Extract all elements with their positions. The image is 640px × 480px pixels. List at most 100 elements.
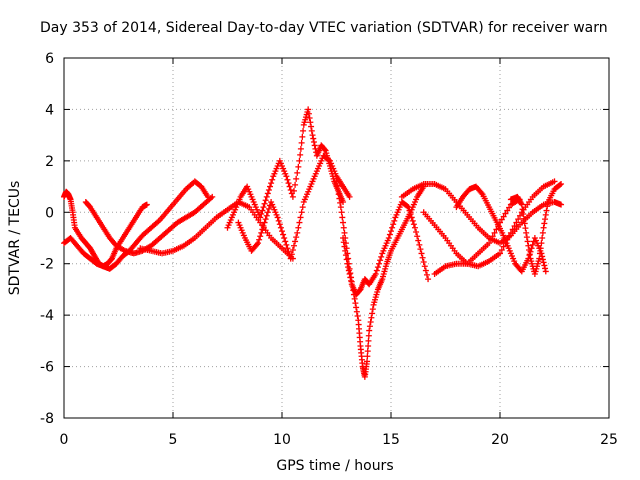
- data-points: [61, 106, 565, 380]
- data-point: [478, 190, 485, 196]
- data-point: [268, 180, 275, 187]
- data-point: [486, 240, 493, 247]
- series-sat-b: [61, 178, 211, 272]
- data-point: [334, 182, 341, 189]
- data-point: [556, 181, 563, 188]
- chart-title: Day 353 of 2014, Sidereal Day-to-day VTE…: [40, 20, 608, 36]
- data-point: [346, 193, 353, 200]
- data-point: [404, 203, 411, 210]
- data-point: [283, 241, 290, 248]
- data-point: [282, 238, 289, 245]
- data-point: [340, 199, 347, 205]
- data-point: [353, 304, 360, 311]
- data-point: [526, 252, 533, 259]
- data-point: [377, 257, 384, 264]
- data-point: [527, 248, 534, 255]
- data-point: [524, 238, 531, 245]
- data-point: [421, 263, 428, 270]
- data-point: [341, 243, 348, 250]
- data-point: [422, 267, 429, 274]
- data-point: [297, 151, 304, 158]
- data-point: [143, 201, 150, 208]
- data-point: [507, 229, 514, 236]
- data-point: [542, 265, 549, 272]
- data-point: [354, 313, 361, 319]
- data-point: [374, 264, 381, 271]
- data-point: [511, 223, 518, 229]
- data-point: [407, 211, 414, 217]
- data-point: [321, 146, 328, 153]
- series-sat-e: [224, 106, 347, 231]
- data-point: [372, 271, 379, 277]
- y-tick-label: -8: [40, 411, 54, 427]
- series-sat-k: [431, 196, 523, 277]
- x-tick-label: 5: [169, 432, 178, 448]
- data-point: [335, 191, 342, 198]
- data-point: [300, 127, 307, 134]
- data-point: [388, 228, 394, 235]
- data-point: [493, 226, 500, 233]
- data-point: [292, 181, 299, 188]
- data-point: [285, 180, 292, 187]
- data-point: [293, 234, 300, 241]
- series-sat-f: [235, 152, 353, 262]
- data-point: [306, 115, 313, 121]
- series-sat-m: [453, 183, 549, 275]
- data-point: [284, 245, 291, 252]
- data-point: [257, 214, 264, 221]
- data-point: [539, 253, 546, 260]
- data-point: [281, 235, 288, 241]
- data-point: [489, 233, 496, 240]
- data-point: [351, 295, 358, 302]
- data-point: [325, 157, 332, 163]
- series-sat-g: [333, 178, 427, 380]
- series-sat-d: [137, 199, 296, 262]
- data-point: [417, 246, 424, 253]
- x-tick-label: 20: [491, 432, 509, 448]
- data-point: [276, 221, 283, 228]
- data-point: [365, 343, 372, 349]
- x-axis-label: GPS time / hours: [276, 458, 393, 474]
- data-point: [342, 252, 349, 259]
- data-point: [265, 187, 272, 193]
- data-point: [294, 169, 301, 176]
- data-point: [310, 139, 317, 145]
- data-point: [376, 260, 383, 267]
- x-tick-label: 10: [273, 432, 291, 448]
- y-tick-label: -4: [40, 308, 54, 324]
- data-point: [378, 253, 385, 260]
- data-point: [255, 240, 262, 247]
- data-point: [253, 241, 260, 248]
- data-point: [343, 256, 350, 263]
- data-point: [284, 176, 291, 183]
- data-point: [369, 306, 376, 313]
- series-sat-h: [340, 199, 432, 298]
- data-point: [288, 251, 295, 258]
- series-sat-c: [82, 193, 216, 257]
- data-point: [558, 201, 565, 208]
- data-point: [337, 199, 344, 206]
- data-point: [521, 220, 528, 227]
- y-tick-label: 6: [45, 51, 54, 67]
- data-point: [525, 242, 532, 249]
- data-point: [551, 178, 558, 185]
- x-tick-label: 25: [600, 432, 618, 448]
- data-point: [391, 217, 398, 224]
- data-point: [538, 250, 545, 257]
- data-point: [528, 245, 535, 252]
- plot-frame: [63, 57, 610, 419]
- x-tick-label: 15: [382, 432, 400, 448]
- data-point: [299, 133, 306, 140]
- data-point: [390, 221, 397, 228]
- data-point: [541, 220, 548, 227]
- data-point: [364, 353, 371, 360]
- data-point: [261, 219, 268, 226]
- y-tick-label: -2: [40, 257, 54, 273]
- data-point: [257, 233, 264, 240]
- data-point: [405, 204, 412, 211]
- data-point: [348, 277, 355, 284]
- data-point: [292, 238, 299, 245]
- data-point: [336, 195, 343, 202]
- data-point: [340, 235, 347, 241]
